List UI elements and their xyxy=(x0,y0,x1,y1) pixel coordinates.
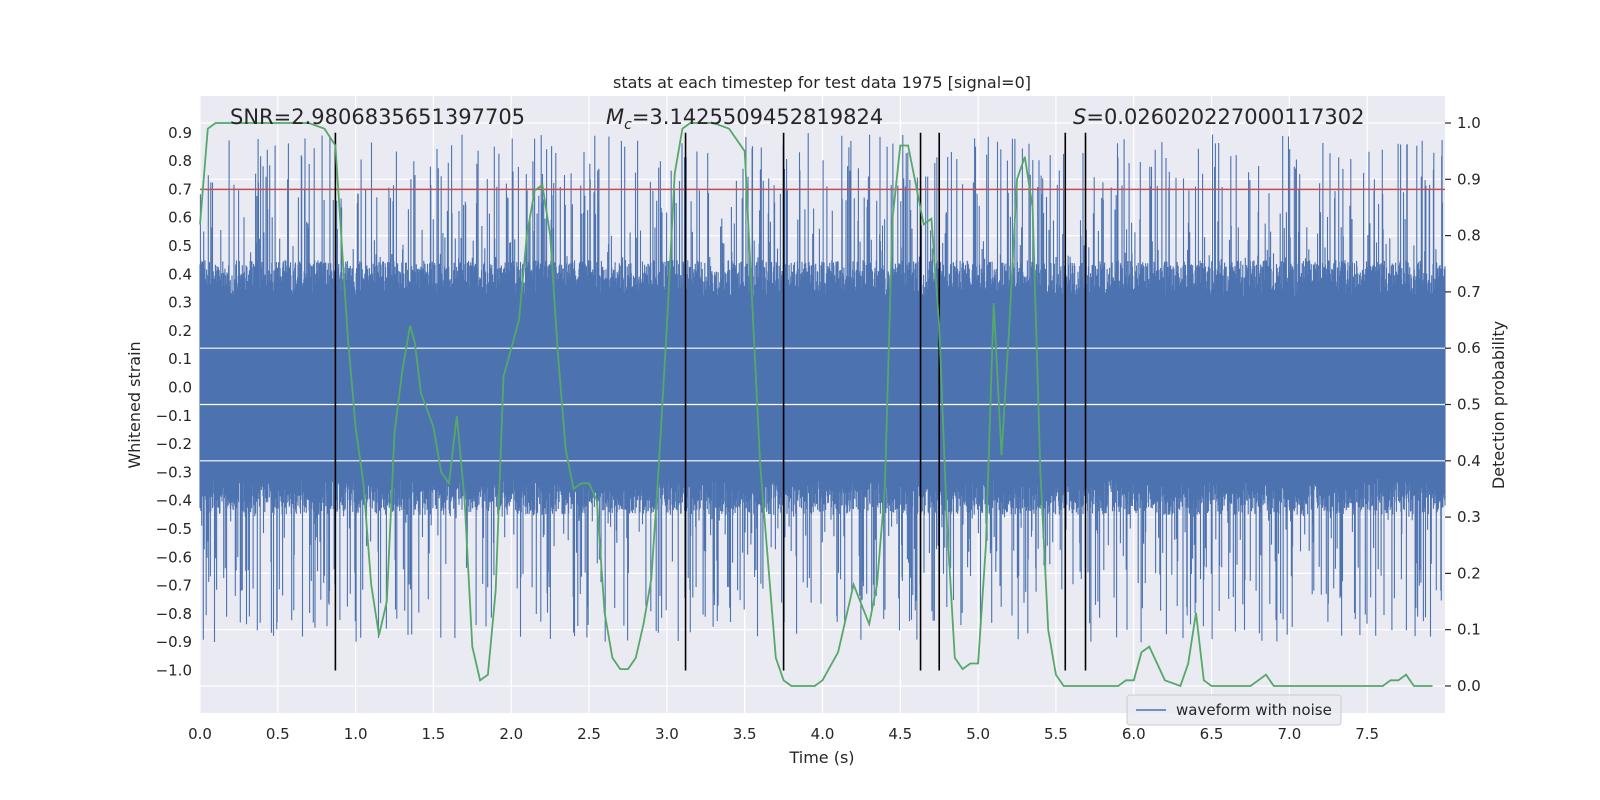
y-left-tick-label: 0.9 xyxy=(168,124,192,142)
y-left-tick-label: 0.2 xyxy=(168,322,192,340)
y-right-tick-label: 0.3 xyxy=(1457,508,1481,526)
y-right-tick-label: 0.6 xyxy=(1457,339,1481,357)
y-left-tick-label: −0.5 xyxy=(156,520,192,538)
snr-annotation: SNR=2.9806835651397705 xyxy=(230,105,525,129)
y-left-axis-ticks: 0.9 0.8 0.7 0.6 0.5 0.4 0.3 0.2 0.1 0.0 −0.1 −0.2 −0… xyxy=(156,124,192,680)
y-left-tick-label: −0.1 xyxy=(156,407,192,425)
x-tick-label: 5.0 xyxy=(966,725,990,743)
legend-box xyxy=(1126,694,1342,726)
y-right-tick-label: 1.0 xyxy=(1457,114,1481,132)
mc-symbol: M xyxy=(606,105,624,129)
mc-annotation: Mc=3.1425509452819824 xyxy=(606,105,883,133)
x-tick-label: 4.5 xyxy=(888,725,912,743)
waveform-series xyxy=(199,133,1446,643)
vertical-lines xyxy=(334,132,1087,671)
y-right-tick-label: 0.5 xyxy=(1457,396,1481,414)
y-left-tick-label: −1.0 xyxy=(156,662,192,680)
mc-subscript: c xyxy=(624,117,632,133)
legend-label: waveform with noise xyxy=(1176,701,1332,719)
detection-probability-line xyxy=(199,122,1433,688)
x-tick-label: 0.5 xyxy=(266,725,290,743)
y-left-tick-label: −0.6 xyxy=(156,548,192,566)
x-tick-label: 1.0 xyxy=(344,725,368,743)
y-left-tick-label: 0.3 xyxy=(168,294,192,312)
x-axis-ticks: 0.0 0.5 1.0 1.5 2.0 2.5 3.0 3.5 4.0 4.5 5.0 5.5 6.0 6… xyxy=(188,725,1379,743)
x-tick-label: 2.0 xyxy=(499,725,523,743)
detection-probability-series xyxy=(199,122,1433,688)
y-left-tick-label: −0.7 xyxy=(156,577,192,595)
x-tick-label: 4.0 xyxy=(811,725,835,743)
x-tick-label: 1.5 xyxy=(422,725,446,743)
s-symbol: S xyxy=(1073,105,1086,129)
y-left-tick-label: 0.5 xyxy=(168,237,192,255)
x-tick-label: 3.5 xyxy=(733,725,757,743)
y-left-tick-label: 0.1 xyxy=(168,350,192,368)
y-right-tick-label: 0.7 xyxy=(1457,283,1481,301)
chart-title: stats at each timestep for test data 197… xyxy=(613,73,1031,92)
x-tick-label: 6.0 xyxy=(1122,725,1146,743)
y-right-tick-label: 0.9 xyxy=(1457,170,1481,188)
y-left-tick-label: −0.2 xyxy=(156,435,192,453)
y-right-axis-label: Detection probability xyxy=(1489,321,1508,489)
mc-value: =3.1425509452819824 xyxy=(632,105,883,129)
y-right-tick-label: 0.1 xyxy=(1457,621,1481,639)
x-tick-label: 5.5 xyxy=(1044,725,1068,743)
y-right-tick-label: 0.2 xyxy=(1457,564,1481,582)
s-annotation: S=0.026020227000117302 xyxy=(1073,105,1364,129)
x-tick-label: 2.5 xyxy=(577,725,601,743)
x-tick-label: 3.0 xyxy=(655,725,679,743)
s-value: =0.026020227000117302 xyxy=(1086,105,1364,129)
y-left-tick-label: 0.6 xyxy=(168,209,192,227)
y-left-tick-label: −0.8 xyxy=(156,605,192,623)
x-tick-label: 7.0 xyxy=(1277,725,1301,743)
y-left-tick-label: −0.3 xyxy=(156,463,192,481)
waveform-core-band xyxy=(200,296,1445,479)
y-left-tick-label: 0.8 xyxy=(168,152,192,170)
y-left-tick-label: 0.4 xyxy=(168,265,192,283)
y-right-tick-label: 0.0 xyxy=(1457,677,1481,695)
y-left-tick-label: −0.9 xyxy=(156,633,192,651)
y-right-tick-label: 0.8 xyxy=(1457,227,1481,245)
x-tick-label: 6.5 xyxy=(1200,725,1224,743)
y-left-tick-label: −0.4 xyxy=(156,492,192,510)
y-left-tick-label: 0.0 xyxy=(168,379,192,397)
x-axis-label: Time (s) xyxy=(788,748,854,767)
x-tick-label: 7.5 xyxy=(1355,725,1379,743)
y-right-axis-ticks: 1.0 0.9 0.8 0.7 0.6 0.5 0.4 0.3 0.2 0.1 0.0 xyxy=(1445,114,1481,695)
y-right-tick-label: 0.4 xyxy=(1457,452,1481,470)
legend: waveform with noise xyxy=(1126,694,1342,726)
x-tick-label: 0.0 xyxy=(188,725,212,743)
y-left-tick-label: 0.7 xyxy=(168,180,192,198)
y-left-axis-label: Whitened strain xyxy=(125,341,144,468)
